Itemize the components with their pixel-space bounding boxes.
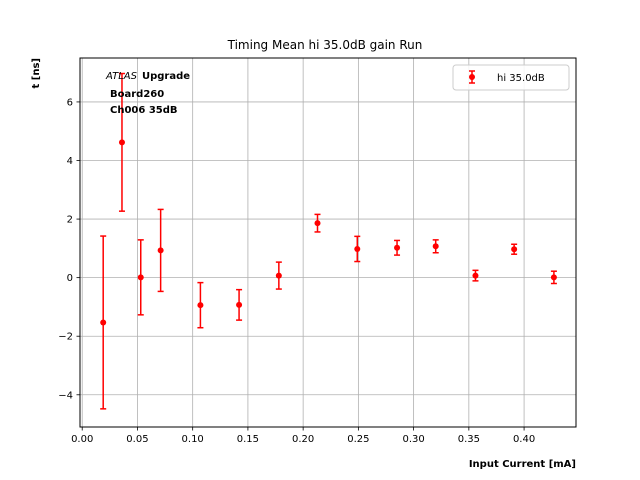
data-point — [100, 319, 107, 326]
data-point — [511, 246, 518, 253]
data-point — [157, 247, 164, 254]
data-point — [472, 272, 479, 279]
x-tick-label: 0.40 — [513, 434, 535, 445]
data-point — [236, 301, 243, 308]
data-point — [314, 220, 321, 227]
data-point — [137, 274, 144, 281]
y-tick-label: 6 — [67, 97, 73, 108]
data-point — [550, 274, 557, 281]
y-tick-label: 4 — [67, 156, 73, 167]
atlas-annotation: ATLAS Upgrade Board260 Ch006 35dB — [105, 71, 190, 116]
x-tick-label: 0.15 — [237, 434, 259, 445]
data-point — [432, 243, 439, 250]
y-tick-label: 2 — [67, 215, 73, 226]
chart-title: Timing Mean hi 35.0dB gain Run — [227, 38, 423, 52]
atlas-upgrade-line: ATLAS Upgrade — [105, 71, 190, 82]
legend-entry-label: hi 35.0dB — [497, 73, 545, 84]
x-tick-label: 0.00 — [71, 434, 93, 445]
plot-area-frame — [79, 57, 577, 428]
upgrade-label: Upgrade — [142, 71, 190, 82]
data-point — [275, 272, 282, 279]
channel-label: Ch006 35dB — [110, 105, 178, 116]
axis-ticks: 0.00 0.05 0.10 0.15 0.20 0.25 0.30 0.35 0.40 −4 −2… — [58, 97, 535, 445]
x-tick-label: 0.25 — [347, 434, 369, 445]
data-point — [197, 302, 204, 309]
legend-box — [452, 64, 570, 91]
data-point — [394, 244, 401, 251]
grid — [80, 58, 576, 427]
legend: hi 35.0dB — [452, 64, 570, 91]
y-tick-label: −4 — [58, 390, 73, 401]
x-tick-label: 0.35 — [458, 434, 480, 445]
x-tick-label: 0.05 — [126, 434, 148, 445]
data-series — [100, 72, 557, 410]
x-tick-label: 0.20 — [292, 434, 314, 445]
y-tick-label: 0 — [67, 273, 73, 284]
x-axis-label: Input Current [mA] — [469, 459, 576, 470]
x-tick-label: 0.10 — [182, 434, 204, 445]
data-point — [354, 245, 361, 252]
board-label: Board260 — [110, 89, 164, 100]
y-tick-label: −2 — [58, 332, 73, 343]
data-point — [118, 139, 125, 146]
legend-point-marker — [469, 74, 475, 80]
x-tick-label: 0.30 — [402, 434, 424, 445]
atlas-label: ATLAS — [105, 71, 138, 82]
y-axis-label: t [ns] — [31, 58, 42, 88]
